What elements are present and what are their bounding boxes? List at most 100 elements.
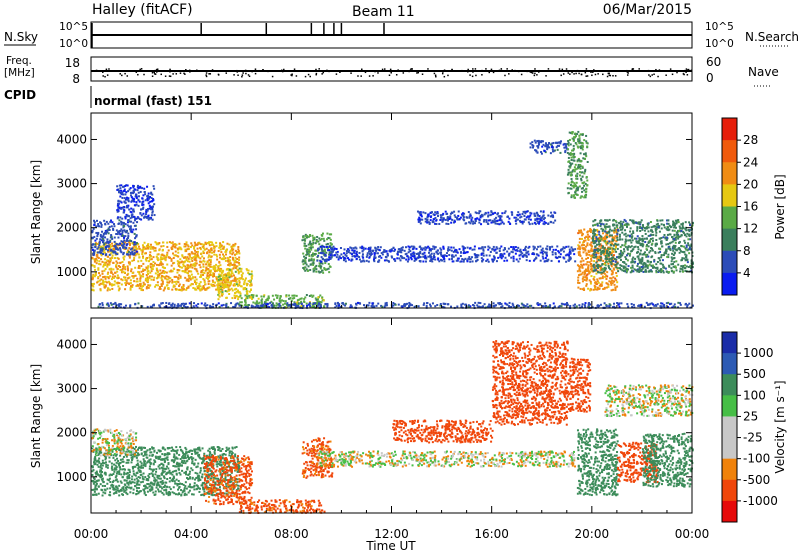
echo-cell xyxy=(199,246,202,249)
echo-cell xyxy=(218,277,221,280)
echo-cell xyxy=(309,240,312,243)
echo-cell xyxy=(548,246,551,249)
echo-cell xyxy=(94,273,97,276)
echo-cell xyxy=(233,278,236,281)
echo-cell xyxy=(436,211,439,214)
echo-cell xyxy=(154,247,157,250)
nave-dot xyxy=(139,68,141,71)
echo-cell xyxy=(398,248,401,251)
echo-cell xyxy=(329,257,332,260)
echo-cell xyxy=(323,258,326,261)
echo-cell xyxy=(565,147,568,150)
echo-cell xyxy=(176,260,179,263)
echo-cell xyxy=(573,182,576,185)
echo-cell xyxy=(113,283,116,286)
echo-cell xyxy=(616,262,619,265)
echo-cell xyxy=(416,252,419,255)
echo-cell xyxy=(142,281,145,284)
echo-cell xyxy=(328,251,331,254)
echo-cell xyxy=(172,252,175,255)
echo-cell xyxy=(630,233,633,236)
echo-cell xyxy=(130,215,133,218)
echo-cell xyxy=(598,287,601,290)
nave-dot xyxy=(151,72,154,74)
echo-cell xyxy=(680,234,683,237)
echo-cell xyxy=(137,191,140,194)
echo-cell xyxy=(184,271,187,274)
echo-cell xyxy=(646,260,649,263)
echo-cell xyxy=(422,260,425,263)
echo-cell xyxy=(159,287,162,290)
echo-cell xyxy=(580,229,583,232)
echo-cell xyxy=(454,220,457,223)
echo-cell xyxy=(144,199,147,202)
echo-cell xyxy=(209,273,212,276)
echo-cell xyxy=(597,258,600,261)
nave-dot xyxy=(533,74,536,77)
echo-cell xyxy=(685,244,688,247)
echo-cell xyxy=(532,245,535,248)
echo-cell xyxy=(514,249,517,252)
echo-cell xyxy=(463,219,466,222)
echo-cell xyxy=(550,259,553,262)
echo-cell xyxy=(189,278,192,281)
echo-cell xyxy=(140,270,143,273)
echo-cell xyxy=(569,166,572,169)
echo-cell xyxy=(572,186,575,189)
echo-cell xyxy=(325,258,328,261)
echo-cell xyxy=(626,259,629,262)
echo-cell xyxy=(470,218,473,221)
echo-cell xyxy=(129,285,132,288)
echo-cell xyxy=(653,224,656,227)
echo-cell xyxy=(612,250,615,253)
echo-cell xyxy=(630,241,633,244)
echo-cell xyxy=(305,302,308,305)
echo-cell xyxy=(150,214,153,217)
echo-cell xyxy=(667,246,670,249)
echo-cell xyxy=(573,194,576,197)
echo-cell xyxy=(447,248,450,251)
echo-cell xyxy=(567,245,570,248)
echo-cell xyxy=(586,184,589,187)
echo-cell xyxy=(320,234,323,237)
echo-cell xyxy=(313,238,316,241)
echo-cell xyxy=(603,263,606,266)
echo-cell xyxy=(490,221,493,224)
echo-cell xyxy=(120,220,123,223)
echo-cell xyxy=(682,264,685,267)
nave-dot xyxy=(597,73,599,75)
echo-cell xyxy=(231,245,234,248)
echo-cell xyxy=(304,269,307,272)
echo-cell xyxy=(487,219,490,222)
echo-cell xyxy=(126,239,129,242)
echo-cell xyxy=(428,251,431,254)
echo-cell xyxy=(551,142,554,145)
echo-cell xyxy=(170,246,173,249)
echo-cell xyxy=(211,274,214,277)
echo-cell xyxy=(681,270,684,273)
echo-cell xyxy=(668,224,671,227)
echo-cell xyxy=(216,288,219,291)
echo-cell xyxy=(653,260,656,263)
echo-cell xyxy=(104,248,107,251)
echo-cell xyxy=(155,267,158,270)
echo-cell xyxy=(131,213,134,216)
echo-cell xyxy=(130,230,133,233)
echo-cell xyxy=(611,282,614,285)
echo-cell xyxy=(304,247,307,250)
echo-cell xyxy=(593,260,596,263)
echo-cell xyxy=(142,262,145,265)
echo-cell xyxy=(112,268,115,271)
echo-cell xyxy=(581,234,584,237)
echo-cell xyxy=(681,225,684,228)
echo-cell xyxy=(121,229,124,232)
echo-cell xyxy=(219,279,222,282)
echo-cell xyxy=(117,289,120,292)
nave-dot xyxy=(156,71,158,73)
echo-cell xyxy=(482,249,485,252)
echo-cell xyxy=(142,285,145,288)
echo-cell xyxy=(98,272,101,275)
echo-cell xyxy=(217,287,220,290)
echo-cell xyxy=(651,249,654,252)
echo-cell xyxy=(491,258,494,261)
